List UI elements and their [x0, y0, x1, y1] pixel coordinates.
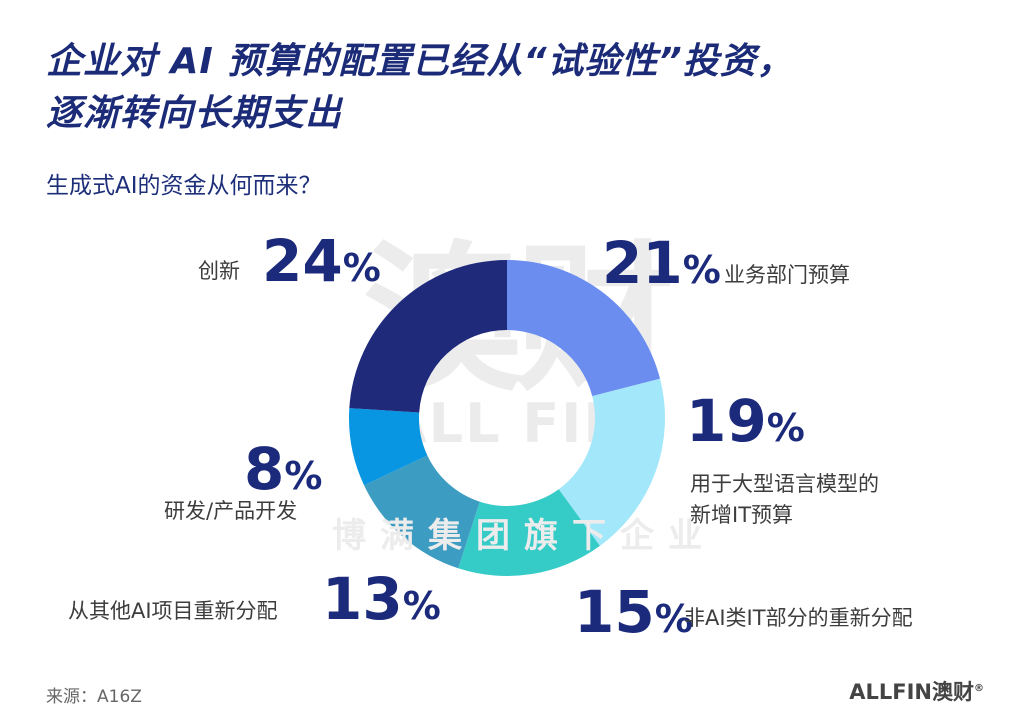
title-line-2: 逐渐转向长期支出 [46, 93, 343, 134]
pct-label-new-it-budget: 19% [686, 387, 805, 455]
pct-label-other-ai: 13% [322, 565, 441, 633]
brand-logo: ALLFIN澳财® [849, 680, 984, 704]
slice-new-it-budget [558, 378, 665, 546]
watermark-group: 博满集团旗下企业 [332, 516, 716, 556]
pct-label-non-ai-it: 15% [574, 578, 693, 646]
chart-title: 生成式AI的资金从何而来？ [46, 173, 322, 199]
slice-label-new-it-budget: 用于大型语言模型的 新增IT预算 [690, 472, 879, 527]
watermark-allfin: ALL FIN [385, 392, 631, 455]
source-note: 来源：A16Z [46, 687, 142, 707]
pct-label-business-budget: 21% [602, 229, 721, 297]
slice-label-rnd: 研发/产品开发 [164, 499, 298, 523]
slice-other-ai [364, 455, 480, 569]
pct-label-rnd: 8% [244, 435, 323, 503]
slice-label-non-ai-it: 非AI类IT部分的重新分配 [684, 606, 913, 630]
slice-label-other-ai: 从其他AI项目重新分配 [68, 599, 278, 623]
title-line-1: 企业对 AI 预算的配置已经从“试验性”投资， [46, 41, 794, 82]
slice-label-business-budget: 业务部门预算 [724, 263, 850, 287]
page-title: 企业对 AI 预算的配置已经从“试验性”投资， 逐渐转向长期支出 [46, 36, 946, 140]
slice-non-ai-it [458, 489, 600, 576]
pct-label-innovation: 24% [262, 227, 381, 295]
slice-rnd [349, 408, 428, 486]
slice-label-innovation: 创新 [198, 259, 240, 283]
slice-business-budget [507, 260, 661, 397]
slice-innovation [349, 260, 507, 413]
